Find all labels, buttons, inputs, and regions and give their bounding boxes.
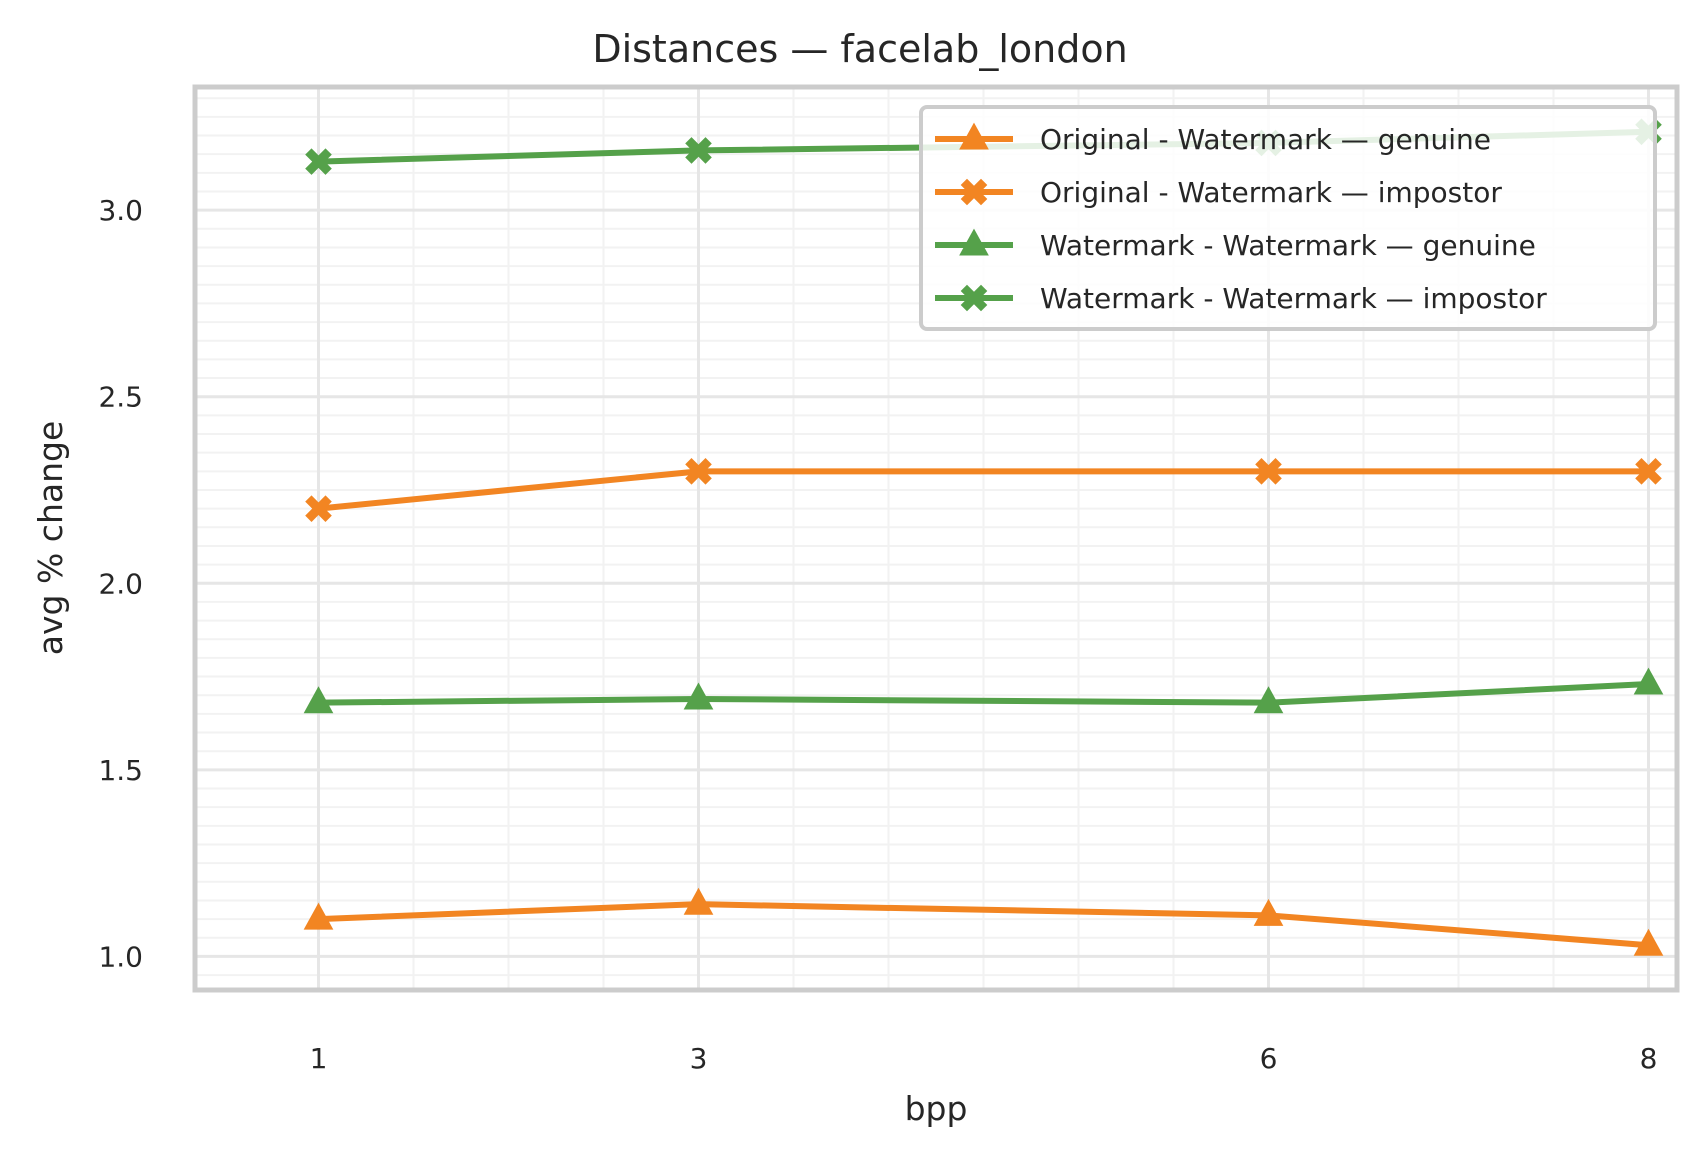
legend-entry: Watermark - Watermark — impostor: [935, 282, 1547, 315]
legend-label: Original - Watermark — impostor: [1040, 176, 1502, 209]
data-point: [1635, 458, 1662, 485]
series-3: [303, 667, 1664, 714]
x-tick-label: 8: [1640, 1042, 1658, 1075]
data-point: [303, 902, 334, 930]
data-point: [685, 458, 712, 485]
series-line: [315, 681, 1652, 706]
y-tick-label: 3.0: [98, 194, 143, 227]
y-tick-label: 1.0: [98, 940, 143, 973]
legend-entry: Original - Watermark — genuine: [935, 122, 1491, 156]
triangle-marker: [959, 122, 989, 150]
y-tick-label: 1.5: [98, 754, 143, 787]
series-2: [305, 458, 1662, 522]
series-line: [315, 901, 1652, 949]
x-tick-label: 3: [690, 1042, 708, 1075]
data-point: [1633, 928, 1664, 956]
legend-box: [919, 105, 1657, 331]
series-line: [315, 468, 1652, 512]
plot-frame: [192, 84, 1680, 993]
legend-entry: Watermark - Watermark — genuine: [935, 228, 1536, 262]
data-point: [685, 137, 712, 164]
data-point: [1633, 667, 1664, 695]
x-axis-label: bpp: [905, 1089, 968, 1128]
tick-labels: 1 3 6 8 1.0 1.5 2.0 2.5 3.0: [98, 194, 1657, 1075]
data-point: [683, 887, 714, 915]
x-marker: [960, 178, 988, 206]
x-tick-label: 1: [310, 1042, 328, 1075]
data-point: [1253, 686, 1284, 714]
series-1: [303, 887, 1664, 956]
chart-title: Distances — facelab_london: [592, 27, 1127, 71]
data-point: [1255, 458, 1282, 485]
legend-entry: Original - Watermark — impostor: [935, 176, 1502, 209]
data-point: [305, 495, 332, 522]
y-tick-label: 2.0: [98, 567, 143, 600]
y-axis-label: avg % change: [31, 421, 70, 655]
data-point: [683, 682, 714, 710]
legend-label: Original - Watermark — genuine: [1040, 123, 1491, 156]
x-tick-label: 6: [1260, 1042, 1278, 1075]
data-point: [303, 686, 334, 714]
legend-label: Watermark - Watermark — impostor: [1040, 282, 1547, 315]
y-tick-label: 2.5: [98, 381, 143, 414]
x-marker: [960, 284, 988, 312]
data-point: [305, 148, 332, 175]
data-point: [1253, 898, 1284, 926]
legend-label: Watermark - Watermark — genuine: [1040, 229, 1536, 262]
legend: Original - Watermark — genuine Original -…: [919, 105, 1657, 331]
triangle-marker: [959, 228, 989, 256]
